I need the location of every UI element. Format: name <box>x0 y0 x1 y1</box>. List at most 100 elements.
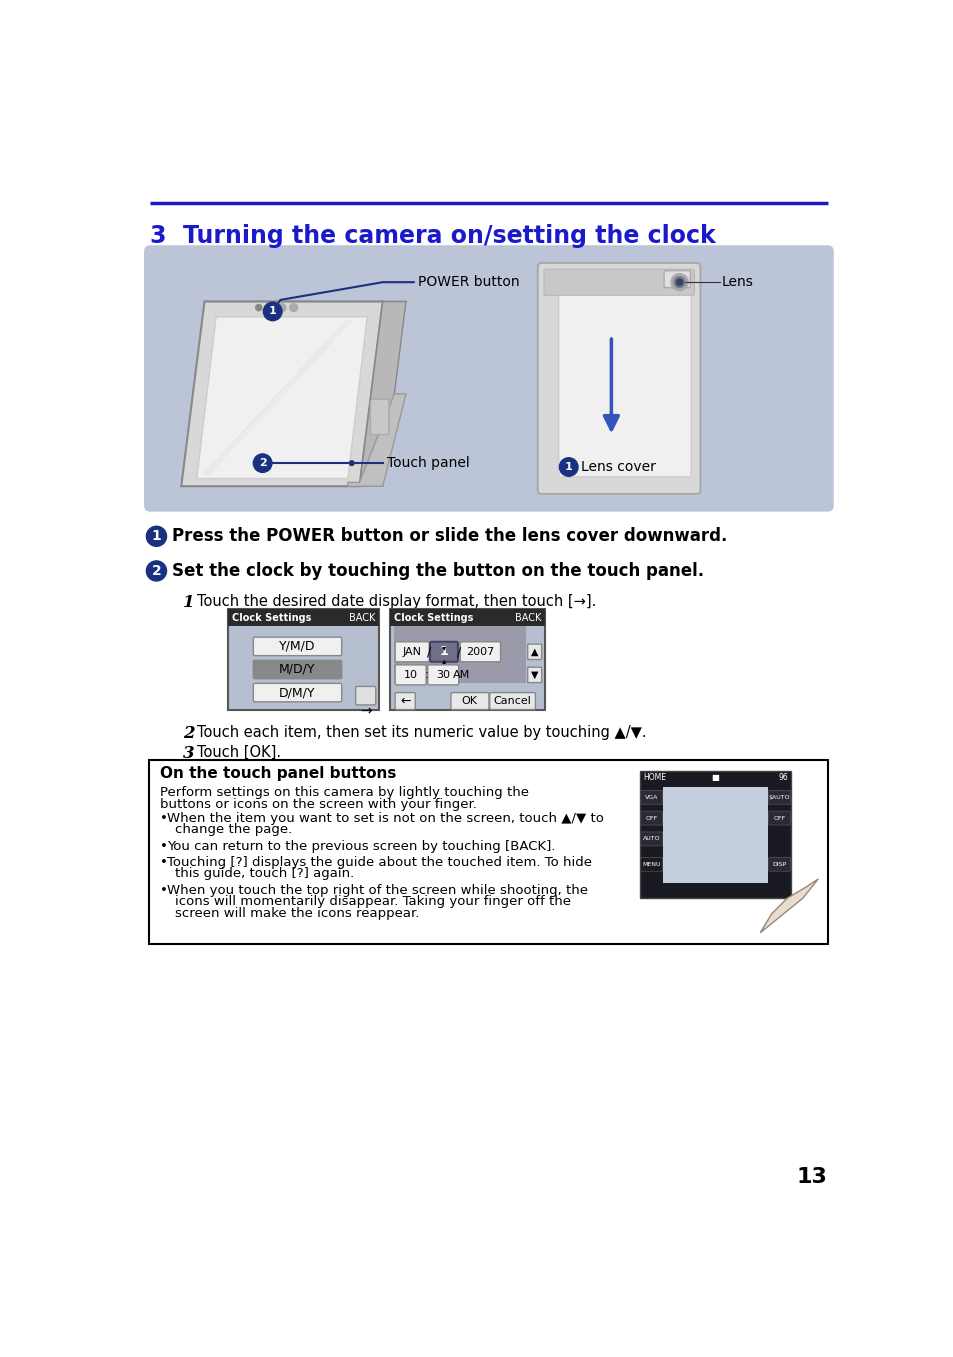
Text: 2: 2 <box>183 725 194 742</box>
Text: BACK: BACK <box>515 613 541 623</box>
Text: this guide, touch [?] again.: this guide, touch [?] again. <box>174 867 354 881</box>
Text: Clock Settings: Clock Settings <box>232 613 311 623</box>
Text: Lens: Lens <box>720 275 753 289</box>
Text: Set the clock by touching the button on the touch panel.: Set the clock by touching the button on … <box>172 562 703 579</box>
Circle shape <box>670 274 687 290</box>
Text: Lens cover: Lens cover <box>580 460 656 474</box>
Text: When the item you want to set is not on the screen, touch ▲/▼ to: When the item you want to set is not on … <box>167 811 603 825</box>
Text: /: / <box>456 646 460 658</box>
FancyBboxPatch shape <box>355 687 375 704</box>
Text: →: → <box>359 704 371 718</box>
Circle shape <box>263 303 282 320</box>
Text: Press the POWER button or slide the lens cover downward.: Press the POWER button or slide the lens… <box>172 528 726 546</box>
Text: BACK: BACK <box>348 613 375 623</box>
Text: ▴: ▴ <box>441 655 446 665</box>
Text: 1: 1 <box>439 646 448 658</box>
Text: Clock Settings: Clock Settings <box>394 613 474 623</box>
Text: Touch the desired date display format, then touch [→].: Touch the desired date display format, t… <box>196 594 596 609</box>
Text: Perform settings on this camera by lightly touching the: Perform settings on this camera by light… <box>159 786 528 799</box>
Circle shape <box>266 304 274 312</box>
Circle shape <box>676 280 682 285</box>
Text: 2007: 2007 <box>466 647 494 657</box>
FancyBboxPatch shape <box>640 811 661 825</box>
Text: Touch panel: Touch panel <box>386 456 469 470</box>
FancyBboxPatch shape <box>662 787 767 883</box>
FancyBboxPatch shape <box>395 642 429 662</box>
Text: ■: ■ <box>711 772 719 782</box>
FancyBboxPatch shape <box>144 246 833 512</box>
Text: You can return to the previous screen by touching [BACK].: You can return to the previous screen by… <box>167 840 556 852</box>
Text: /: / <box>427 646 431 658</box>
Text: :: : <box>423 669 428 681</box>
PathPatch shape <box>359 301 406 486</box>
Text: OK: OK <box>461 696 477 706</box>
Text: Touch [OK].: Touch [OK]. <box>196 745 280 760</box>
Text: Touch each item, then set its numeric value by touching ▲/▼.: Touch each item, then set its numeric va… <box>196 725 646 740</box>
FancyBboxPatch shape <box>640 790 661 805</box>
FancyBboxPatch shape <box>430 642 457 662</box>
Text: •: • <box>159 856 167 868</box>
Text: OFF: OFF <box>645 816 658 821</box>
Text: ▲: ▲ <box>530 647 537 657</box>
Text: icons will momentarily disappear. Taking your finger off the: icons will momentarily disappear. Taking… <box>174 896 571 908</box>
FancyBboxPatch shape <box>451 692 488 710</box>
Circle shape <box>349 461 354 465</box>
Text: 13: 13 <box>796 1167 827 1187</box>
FancyBboxPatch shape <box>527 645 541 660</box>
Text: ←: ← <box>399 695 410 707</box>
Text: 10: 10 <box>403 670 417 680</box>
Text: AUTO: AUTO <box>642 836 659 841</box>
FancyBboxPatch shape <box>768 790 790 805</box>
Text: •: • <box>159 811 167 825</box>
Text: M/D/Y: M/D/Y <box>279 664 315 676</box>
Text: 1: 1 <box>269 307 276 316</box>
FancyBboxPatch shape <box>768 858 790 871</box>
Text: DISP: DISP <box>772 862 786 867</box>
Circle shape <box>674 277 684 288</box>
FancyBboxPatch shape <box>395 692 415 710</box>
PathPatch shape <box>196 316 367 479</box>
FancyBboxPatch shape <box>427 665 458 685</box>
FancyBboxPatch shape <box>527 668 541 683</box>
FancyBboxPatch shape <box>489 692 535 710</box>
Text: OFF: OFF <box>773 816 785 821</box>
FancyBboxPatch shape <box>640 832 661 845</box>
Text: Y/M/D: Y/M/D <box>279 641 315 653</box>
FancyBboxPatch shape <box>370 399 389 434</box>
Text: •: • <box>159 840 167 852</box>
Text: buttons or icons on the screen with your finger.: buttons or icons on the screen with your… <box>159 798 476 811</box>
FancyBboxPatch shape <box>149 760 827 944</box>
Circle shape <box>253 453 272 472</box>
FancyBboxPatch shape <box>390 609 545 627</box>
Text: 1: 1 <box>152 529 161 543</box>
Text: JAN: JAN <box>402 647 421 657</box>
Text: AM: AM <box>453 670 470 680</box>
Text: When you touch the top right of the screen while shooting, the: When you touch the top right of the scre… <box>167 883 588 897</box>
Text: 2: 2 <box>258 459 266 468</box>
FancyBboxPatch shape <box>253 661 341 678</box>
Text: POWER button: POWER button <box>417 275 518 289</box>
Text: MENU: MENU <box>641 862 660 867</box>
FancyBboxPatch shape <box>228 609 378 627</box>
Circle shape <box>558 457 578 476</box>
Text: $AUTO: $AUTO <box>768 795 789 799</box>
Text: 96: 96 <box>778 772 787 782</box>
Text: HOME: HOME <box>642 772 665 782</box>
Text: 30: 30 <box>436 670 450 680</box>
Text: •: • <box>159 883 167 897</box>
FancyBboxPatch shape <box>390 609 545 710</box>
Circle shape <box>278 304 286 312</box>
Text: 1: 1 <box>183 594 194 611</box>
FancyBboxPatch shape <box>253 638 341 655</box>
PathPatch shape <box>348 394 406 486</box>
PathPatch shape <box>181 301 382 486</box>
Circle shape <box>290 304 297 312</box>
Circle shape <box>681 277 687 284</box>
FancyBboxPatch shape <box>639 771 790 898</box>
FancyBboxPatch shape <box>768 811 790 825</box>
Text: 3: 3 <box>183 745 194 763</box>
FancyBboxPatch shape <box>663 270 690 288</box>
FancyBboxPatch shape <box>543 269 694 296</box>
FancyBboxPatch shape <box>558 275 691 478</box>
Circle shape <box>146 560 167 581</box>
